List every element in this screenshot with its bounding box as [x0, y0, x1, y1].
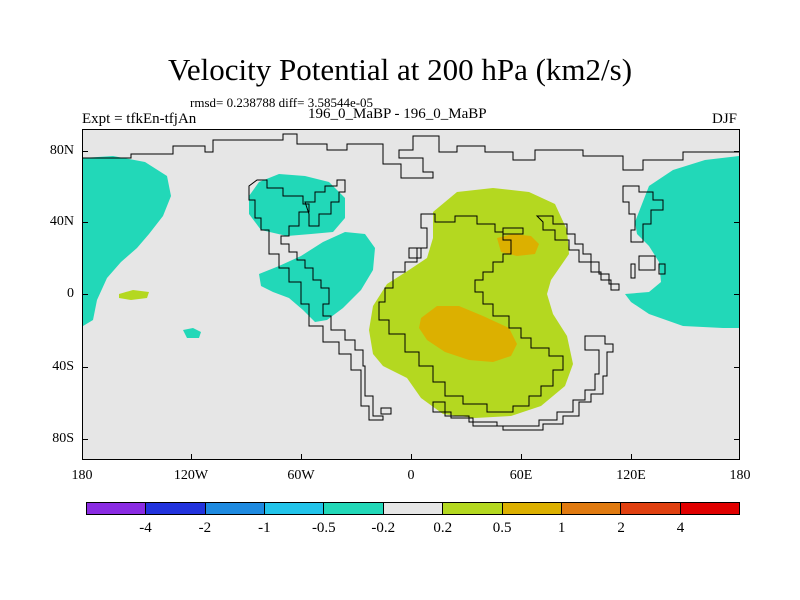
colorbar-box: [443, 503, 503, 514]
colorbar-box: [324, 503, 384, 514]
colorbar-box: [680, 503, 739, 514]
teal-region-central-america: [259, 232, 375, 322]
teal-region-small-spot: [183, 328, 201, 338]
colorbar-box: [146, 503, 206, 514]
tick-120e: [631, 454, 632, 460]
lat-label-80n: 80N: [49, 143, 74, 158]
colorbar-label: 0.2: [433, 520, 453, 536]
tick-r-40n: [734, 222, 740, 223]
orange-region-africa: [419, 306, 517, 362]
coastlines: [83, 133, 739, 431]
colorbar-label: 0.5: [492, 520, 512, 536]
lon-label-60e: 60E: [509, 468, 533, 483]
tick-40n: [82, 222, 88, 223]
colorbar-label: 1: [557, 520, 566, 536]
lat-label-0: 0: [67, 286, 74, 301]
tick-60e: [521, 454, 522, 460]
lat-label-40s: 40S: [52, 359, 74, 374]
experiment-label: Expt = tfkEn-tfjAn: [82, 111, 197, 127]
colorbar-label: -4: [139, 520, 152, 536]
chart-title: Velocity Potential at 200 hPa (km2/s): [167, 52, 633, 87]
season-label: DJF: [712, 111, 738, 127]
case-label: 196_0_MaBP - 196_0_MaBP: [308, 106, 487, 122]
colorbar-label: -1: [258, 520, 271, 536]
tick-80n: [82, 151, 88, 152]
tick-80s: [82, 439, 88, 440]
lon-label-120w: 120W: [173, 468, 209, 483]
map-svg: [83, 133, 739, 431]
tick-0: [82, 294, 88, 295]
colorbar-label: 4: [676, 520, 685, 536]
lon-label-60w: 60W: [287, 468, 315, 483]
green-region-africa-eurasia: [369, 188, 573, 418]
lat-label-40n: 40N: [49, 214, 74, 229]
colorbar: [86, 502, 740, 515]
tick-r-80s: [734, 439, 740, 440]
tick-120w: [191, 454, 192, 460]
tick-60w: [301, 454, 302, 460]
tick-r-80n: [734, 151, 740, 152]
map-panel: [82, 129, 740, 460]
lon-label-180w: 180: [71, 468, 93, 483]
colorbar-label: -0.2: [371, 520, 396, 536]
tick-0lon: [411, 454, 412, 460]
colorbar-box: [502, 503, 562, 514]
colorbar-box: [561, 503, 622, 514]
lon-label-180e: 180: [729, 468, 751, 483]
colorbar-box: [205, 503, 266, 514]
lat-label-80s: 80S: [52, 431, 74, 446]
colorbar-label: -2: [198, 520, 212, 536]
teal-region-north-america: [249, 174, 345, 236]
tick-r-0: [734, 294, 740, 295]
colorbar-label: 2: [617, 520, 625, 536]
colorbar-box: [383, 503, 444, 514]
teal-region-nw-pacific: [83, 156, 171, 326]
lon-label-0: 0: [407, 468, 415, 483]
tick-r-40s: [734, 367, 740, 368]
lon-label-120e: 120E: [616, 468, 646, 483]
tick-40s: [82, 367, 88, 368]
colorbar-box: [87, 503, 147, 514]
colorbar-box: [621, 503, 681, 514]
colorbar-box: [265, 503, 325, 514]
green-region-small-spot: [119, 290, 149, 300]
stats-line: rmsd= 0.238788 diff= 3.58544e-05: [190, 95, 374, 110]
colorbar-label: -0.5: [311, 520, 336, 536]
